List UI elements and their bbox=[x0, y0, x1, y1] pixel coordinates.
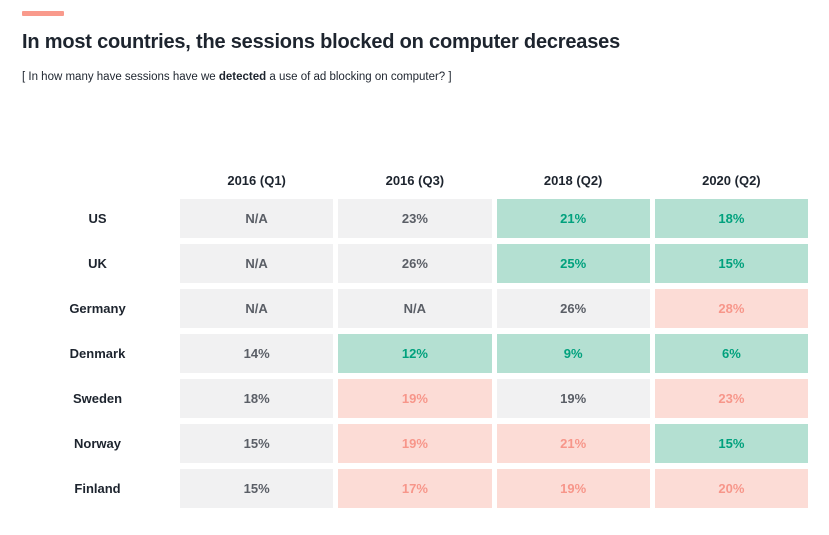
row-label: Sweden bbox=[72, 391, 123, 406]
table-cell: 15% bbox=[180, 424, 334, 463]
row-label: Norway bbox=[74, 436, 121, 451]
table-cell: 26% bbox=[338, 244, 492, 283]
table-cell: 19% bbox=[496, 379, 650, 418]
table-corner bbox=[20, 167, 175, 193]
subtitle-suffix: a use of ad blocking on computer? ] bbox=[266, 71, 452, 83]
column-header: 2020 (Q2) bbox=[702, 172, 761, 188]
accent-dash bbox=[22, 11, 64, 16]
table-cell: 21% bbox=[496, 424, 650, 463]
table-cell: 19% bbox=[338, 379, 492, 418]
column-header: 2016 (Q1) bbox=[227, 172, 286, 188]
row-label: US bbox=[88, 211, 107, 226]
table-cell: N/A bbox=[180, 289, 334, 328]
row-label: Denmark bbox=[69, 346, 126, 361]
table-cell: 21% bbox=[496, 199, 650, 238]
table-cell: 6% bbox=[654, 334, 808, 373]
table-cell: N/A bbox=[338, 289, 492, 328]
table-cell: 14% bbox=[180, 334, 334, 373]
table-cell: N/A bbox=[180, 199, 334, 238]
table-cell: 28% bbox=[654, 289, 808, 328]
table-cell: 15% bbox=[654, 244, 808, 283]
table-cell: 23% bbox=[654, 379, 808, 418]
row-label: Germany bbox=[69, 301, 126, 316]
table-cell: 15% bbox=[654, 424, 808, 463]
subtitle: [ In how many have sessions have we dete… bbox=[22, 71, 452, 83]
table-cell: 18% bbox=[180, 379, 334, 418]
table-cell: 20% bbox=[654, 469, 808, 508]
column-header: 2016 (Q3) bbox=[385, 172, 445, 188]
table-cell: 19% bbox=[338, 424, 492, 463]
subtitle-prefix: [ In how many have sessions have we bbox=[22, 71, 219, 83]
heatmap-table: 2016 (Q1) 2016 (Q3) 2018 (Q2) 2020 (Q2) US N/… bbox=[20, 167, 808, 508]
table-cell: 25% bbox=[496, 244, 650, 283]
subtitle-emphasis: detected bbox=[218, 71, 267, 83]
table-cell: N/A bbox=[180, 244, 334, 283]
row-label: UK bbox=[88, 256, 107, 271]
page-title: In most countries, the sessions blocked … bbox=[22, 31, 620, 53]
table-cell: 9% bbox=[496, 334, 650, 373]
table-cell: 19% bbox=[496, 469, 650, 508]
table-cell: 18% bbox=[654, 199, 808, 238]
table-cell: 17% bbox=[338, 469, 492, 508]
table-cell: 12% bbox=[338, 334, 492, 373]
table-cell: 26% bbox=[496, 289, 650, 328]
row-label: Finland bbox=[74, 481, 121, 496]
column-header: 2018 (Q2) bbox=[543, 172, 603, 188]
table-cell: 23% bbox=[338, 199, 492, 238]
table-cell: 15% bbox=[180, 469, 334, 508]
